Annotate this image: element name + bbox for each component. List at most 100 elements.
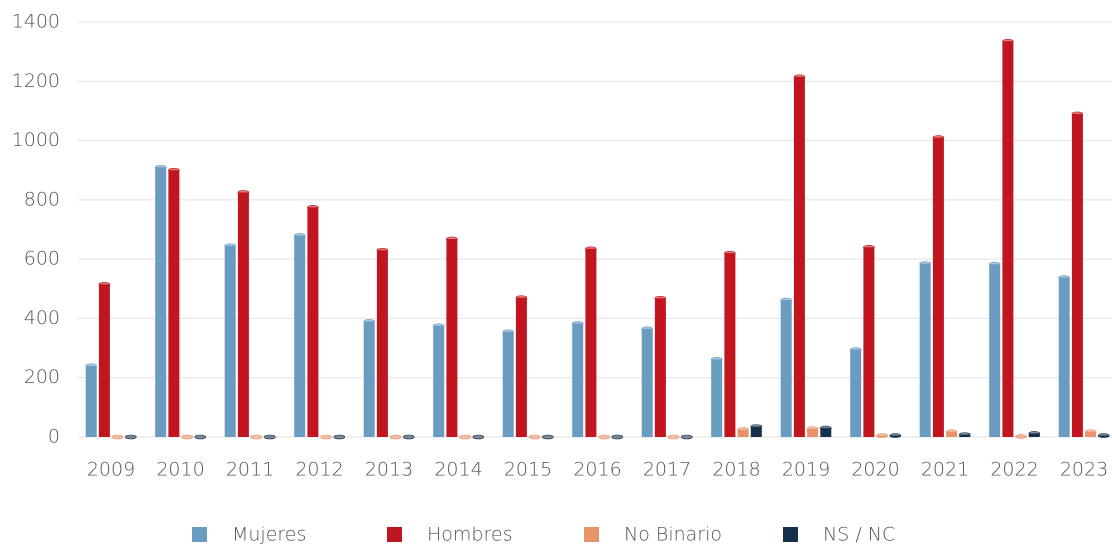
x-tick-label: 2015 (504, 459, 552, 481)
bar-cap (389, 434, 402, 440)
bar-cap (710, 357, 723, 362)
y-tick-label: 1000 (12, 129, 60, 151)
x-tick-label: 2010 (156, 459, 204, 481)
bar (294, 235, 306, 437)
legend-label: NS / NC (823, 524, 895, 546)
bar-cap (250, 434, 263, 440)
legend-swatch (387, 527, 402, 542)
bar-cap (541, 434, 554, 440)
bar-cap (1015, 434, 1027, 439)
bar-cap (988, 261, 1001, 267)
legend-swatch (584, 527, 599, 542)
bar-cap (889, 433, 902, 438)
bar (820, 428, 832, 437)
bar-cap (806, 426, 819, 432)
bar-cap (376, 247, 389, 253)
bar (224, 245, 236, 437)
bar (307, 207, 319, 437)
bar-cap (181, 434, 193, 440)
bar-cap (446, 236, 458, 242)
bar-cap (876, 433, 888, 438)
legend-swatch (192, 527, 207, 542)
bar (585, 248, 597, 437)
bar (793, 76, 805, 437)
bar-cap (125, 434, 137, 440)
bar (515, 297, 527, 437)
bar-cap (472, 434, 485, 440)
bar (989, 264, 1001, 437)
bar (1085, 431, 1097, 437)
bar-cap (919, 261, 932, 266)
bar (807, 428, 819, 437)
bar (863, 247, 875, 437)
bar (85, 365, 97, 437)
x-tick-label: 2011 (226, 459, 274, 481)
bar (654, 298, 666, 437)
bar (1071, 113, 1083, 438)
bar-cap (737, 427, 749, 432)
y-tick-label: 0 (48, 426, 60, 448)
bar-cap (502, 329, 515, 335)
bar (433, 325, 445, 437)
y-tick-label: 800 (24, 188, 60, 210)
x-tick-label: 2018 (712, 459, 760, 481)
x-tick-label: 2017 (643, 459, 691, 481)
bar-cap (780, 297, 793, 303)
bar-cap (154, 164, 167, 170)
bar (932, 137, 944, 437)
legend-swatch (783, 527, 798, 542)
bar (502, 331, 514, 437)
bar-cap (263, 434, 276, 440)
bar-cap (168, 167, 180, 173)
bar (446, 238, 458, 437)
legend-label: No Binario (624, 524, 722, 546)
bar-cap (667, 434, 680, 440)
bar (724, 253, 736, 437)
bar-cap (598, 434, 610, 440)
bar-cap (402, 434, 415, 440)
bar-cap (432, 323, 445, 329)
bar (737, 429, 749, 437)
bar-cap (333, 434, 346, 440)
bar-cap (1058, 275, 1070, 280)
x-tick-label: 2016 (573, 459, 621, 481)
bar-cap (320, 434, 332, 440)
bar (572, 323, 584, 437)
bar-cap (611, 434, 624, 440)
y-tick-label: 1400 (12, 11, 60, 33)
bar-cap (1002, 38, 1014, 44)
bar-cap (793, 74, 806, 80)
bar-cap (958, 432, 971, 437)
x-tick-label: 2019 (782, 459, 830, 481)
x-tick-label: 2009 (87, 459, 135, 481)
y-tick-label: 400 (24, 307, 60, 329)
bar-cap (111, 434, 124, 440)
bar-cap (237, 190, 250, 195)
bar-cap (819, 425, 832, 431)
bar-cap (932, 135, 945, 140)
bar (1002, 41, 1014, 438)
bar (155, 167, 167, 437)
x-tick-label: 2022 (990, 459, 1038, 481)
bar (711, 359, 723, 437)
bar-cap (1028, 431, 1041, 436)
bar-cap (654, 295, 667, 301)
bar (1058, 277, 1070, 437)
bar-cap (750, 424, 763, 429)
bar-cap (85, 363, 97, 369)
bar (780, 300, 792, 437)
bar-cap (1071, 111, 1084, 117)
x-tick-label: 2021 (921, 459, 969, 481)
x-tick-label: 2013 (365, 459, 413, 481)
bar-cap (98, 282, 111, 287)
bar-cap (1084, 429, 1097, 434)
bar (376, 250, 388, 437)
bar-cap (724, 250, 736, 256)
bar (946, 431, 958, 437)
bar (750, 426, 762, 437)
bar-cap (194, 434, 207, 440)
legend-label: Hombres (427, 524, 512, 546)
y-tick-label: 1200 (12, 70, 60, 92)
x-tick-label: 2014 (434, 459, 482, 481)
